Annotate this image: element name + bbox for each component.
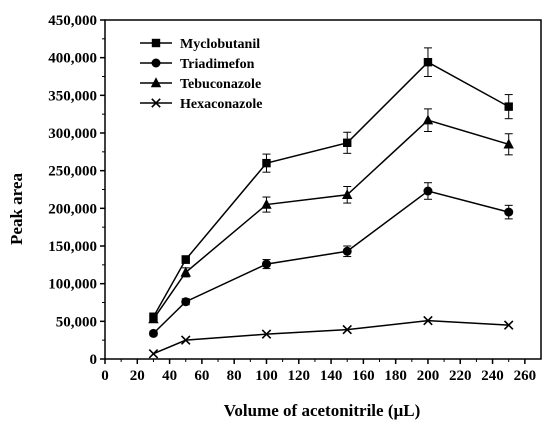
data-point-triadimefon bbox=[423, 186, 433, 196]
series-tebuconazole bbox=[148, 108, 514, 324]
y-tick-label: 0 bbox=[90, 352, 98, 368]
x-tick-label: 40 bbox=[162, 368, 177, 384]
data-point-tebuconazole bbox=[180, 266, 191, 277]
data-point-triadimefon bbox=[504, 207, 514, 217]
x-tick-label: 180 bbox=[384, 368, 407, 384]
data-point-triadimefon bbox=[261, 259, 271, 269]
data-point-hexaconazole bbox=[180, 335, 191, 345]
data-point-hexaconazole bbox=[503, 320, 514, 330]
plot-frame bbox=[104, 19, 542, 360]
x-tick-label: 80 bbox=[227, 368, 242, 384]
series-layer bbox=[148, 47, 514, 359]
y-tick-label: 200,000 bbox=[48, 201, 97, 217]
x-tick-label: 100 bbox=[255, 368, 278, 384]
data-point-hexaconazole bbox=[261, 329, 272, 339]
data-point-tebuconazole bbox=[148, 313, 159, 324]
data-point-myclobutanil bbox=[181, 255, 190, 264]
x-tick-label: 140 bbox=[320, 368, 343, 384]
data-point-triadimefon bbox=[181, 297, 191, 307]
data-point-triadimefon bbox=[148, 328, 158, 338]
y-tick-label: 50,000 bbox=[56, 314, 97, 330]
data-point-tebuconazole bbox=[503, 138, 514, 149]
data-point-tebuconazole bbox=[261, 198, 272, 209]
series-myclobutanil bbox=[149, 47, 513, 322]
x-tick-label: 220 bbox=[449, 368, 472, 384]
data-point-myclobutanil bbox=[423, 57, 433, 67]
x-tick-label: 260 bbox=[514, 368, 537, 384]
data-point-myclobutanil bbox=[343, 138, 352, 147]
series-triadimefon bbox=[148, 182, 514, 338]
series-hexaconazole bbox=[148, 315, 514, 359]
y-tick-label: 400,000 bbox=[48, 51, 97, 67]
legend-label-tebuconazole: Tebuconazole bbox=[180, 77, 261, 92]
legend-label-hexaconazole: Hexaconazole bbox=[180, 97, 262, 112]
x-tick-label: 240 bbox=[481, 368, 504, 384]
legend-marker-triadimefon bbox=[151, 58, 161, 68]
legend-label-myclobutanil: Myclobutanil bbox=[180, 37, 260, 52]
x-tick-label: 60 bbox=[194, 368, 209, 384]
x-tick-label: 160 bbox=[352, 368, 375, 384]
series-line-myclobutanil bbox=[152, 61, 510, 318]
axes: 0 20 40 60 80 100 120 140 160 180 200 220 240 260 0 50,… bbox=[48, 13, 542, 384]
legend: Myclobutanil Triadimefon Tebuconazole Hexac… bbox=[140, 37, 262, 112]
data-point-hexaconazole bbox=[423, 315, 433, 326]
x-tick-label: 200 bbox=[417, 368, 440, 384]
data-point-hexaconazole bbox=[148, 348, 159, 359]
y-tick-label: 100,000 bbox=[48, 277, 97, 293]
data-point-myclobutanil bbox=[504, 102, 513, 111]
data-point-tebuconazole bbox=[342, 189, 353, 199]
series-line-triadimefon bbox=[152, 190, 509, 334]
x-axis-title: Volume of acetonitrile (µL) bbox=[224, 401, 421, 420]
data-point-triadimefon bbox=[342, 246, 352, 256]
data-point-myclobutanil bbox=[262, 158, 271, 168]
legend-marker-tebuconazole bbox=[150, 77, 162, 88]
x-tick-label: 120 bbox=[288, 368, 311, 384]
y-tick-label: 350,000 bbox=[48, 88, 97, 104]
data-point-tebuconazole bbox=[422, 114, 434, 125]
y-axis-title: Peak area bbox=[7, 173, 26, 245]
data-point-hexaconazole bbox=[342, 324, 352, 335]
legend-marker-myclobutanil bbox=[151, 38, 161, 48]
y-tick-label: 450,000 bbox=[48, 13, 97, 29]
series-line-tebuconazole bbox=[152, 119, 509, 320]
y-tick-label: 300,000 bbox=[48, 126, 97, 142]
x-tick-label: 20 bbox=[130, 368, 145, 384]
y-tick-label: 250,000 bbox=[48, 164, 97, 180]
series-line-hexaconazole bbox=[153, 319, 509, 355]
y-tick-label: 150,000 bbox=[48, 239, 97, 255]
legend-marker-hexaconazole bbox=[151, 98, 161, 108]
legend-label-triadimefon: Triadimefon bbox=[180, 57, 255, 72]
x-tick-label: 0 bbox=[101, 368, 109, 384]
